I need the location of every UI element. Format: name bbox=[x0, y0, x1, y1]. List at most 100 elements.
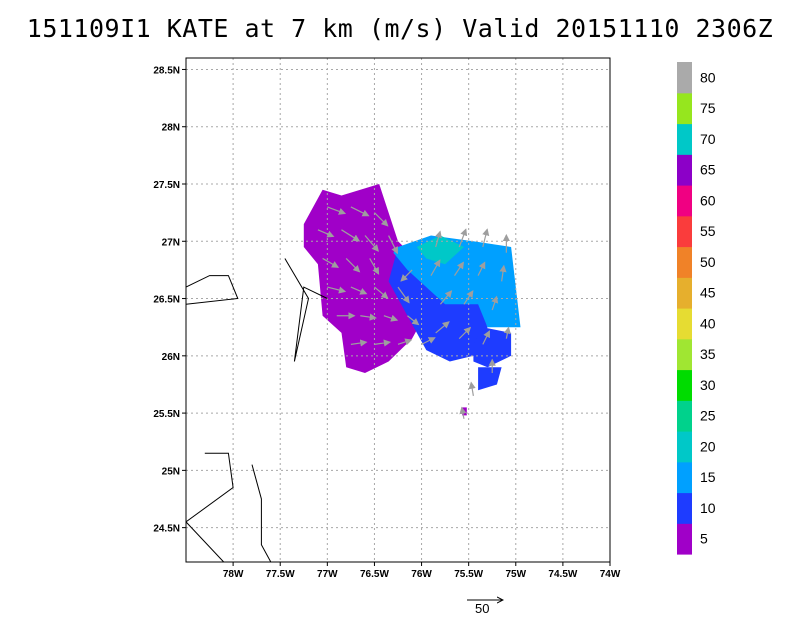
wind-vector bbox=[369, 258, 380, 275]
coastline bbox=[284, 258, 328, 362]
y-tick-label: 24.5N bbox=[153, 524, 180, 535]
y-axis-ticks: 24.5N 25N 25.5N 26N 26.5N 27N 27.5N 28N 28.5N bbox=[153, 65, 186, 535]
grid-lines bbox=[186, 58, 610, 562]
reference-vector-label: 50 bbox=[475, 601, 489, 616]
colorbar-swatch bbox=[677, 123, 692, 155]
wind-vector bbox=[434, 230, 442, 248]
x-tick-label: 77W bbox=[317, 569, 338, 580]
colorbar-label: 35 bbox=[700, 346, 716, 362]
y-tick-label: 27.5N bbox=[153, 180, 180, 191]
colorbar-label: 80 bbox=[700, 69, 716, 85]
x-tick-label: 76.5W bbox=[360, 569, 389, 580]
colorbar-swatch bbox=[677, 246, 692, 278]
x-tick-label: 74.5W bbox=[548, 569, 577, 580]
colorbar-label: 30 bbox=[700, 377, 716, 393]
y-tick-label: 26N bbox=[162, 352, 180, 363]
colorbar-label: 45 bbox=[700, 285, 716, 301]
x-tick-label: 74W bbox=[600, 569, 621, 580]
colorbar-label: 25 bbox=[700, 408, 716, 424]
wind-vector bbox=[317, 229, 335, 238]
colorbar-swatch bbox=[677, 215, 692, 248]
colorbar: 5 10 15 20 25 30 35 40 45 50 55 60 65 70 75 80 bbox=[677, 62, 716, 555]
colorbar-swatch bbox=[677, 308, 692, 340]
coastline bbox=[186, 275, 239, 305]
x-tick-label: 75.5W bbox=[454, 569, 483, 580]
x-tick-label: 77.5W bbox=[266, 569, 295, 580]
wind-region-20-ms bbox=[416, 235, 464, 265]
wind-vector bbox=[459, 406, 467, 419]
wind-vector bbox=[374, 286, 389, 299]
wind-vector bbox=[350, 206, 370, 217]
colorbar-swatch bbox=[677, 185, 692, 217]
plot-frame bbox=[185, 57, 611, 563]
colorbar-label: 10 bbox=[700, 500, 716, 516]
wind-vector bbox=[503, 326, 511, 339]
wind-vector bbox=[499, 264, 507, 282]
wind-vector bbox=[400, 269, 413, 282]
coastline bbox=[186, 452, 234, 562]
wind-vector bbox=[468, 381, 476, 397]
wind-vector bbox=[458, 228, 468, 248]
y-tick-label: 25.5N bbox=[153, 409, 180, 420]
wind-vector bbox=[383, 314, 399, 322]
colorbar-swatch bbox=[677, 277, 692, 309]
colorbar-swatch bbox=[677, 431, 692, 463]
wind-vector bbox=[350, 339, 368, 347]
wind-vector bbox=[482, 330, 490, 345]
colorbar-label: 40 bbox=[700, 315, 716, 331]
x-axis-ticks: 78W 77.5W 77W 76.5W 76W 75.5W 75W 74.5W 74W bbox=[223, 562, 621, 580]
colorbar-swatch bbox=[677, 369, 692, 401]
colorbar-swatch bbox=[677, 461, 692, 494]
colorbar-label: 75 bbox=[700, 100, 716, 116]
colorbar-label: 50 bbox=[700, 254, 716, 270]
colorbar-swatch bbox=[677, 523, 692, 555]
colorbar-label: 20 bbox=[700, 438, 716, 454]
wind-vector bbox=[397, 286, 410, 304]
wind-vector bbox=[463, 290, 474, 305]
wind-vectors bbox=[317, 206, 511, 419]
colorbar-swatch bbox=[677, 492, 692, 524]
coastline bbox=[251, 464, 272, 562]
y-tick-label: 28N bbox=[162, 123, 180, 134]
wind-vector bbox=[327, 286, 347, 294]
x-tick-label: 76W bbox=[411, 569, 432, 580]
wind-vector bbox=[350, 286, 368, 295]
plot-area: 78W 77.5W 77W 76.5W 76W 75.5W 75W 74.5W 74W 24.5… bbox=[153, 57, 621, 580]
colorbar-label: 65 bbox=[700, 162, 716, 178]
coastlines bbox=[186, 258, 328, 562]
wind-vector bbox=[322, 257, 340, 268]
wind-vector bbox=[397, 338, 413, 346]
y-tick-label: 28.5N bbox=[153, 65, 180, 76]
wind-vector bbox=[407, 315, 420, 326]
wind-vector bbox=[374, 212, 389, 227]
wind-region-15-ms bbox=[393, 235, 521, 328]
wind-vector bbox=[341, 229, 361, 242]
colorbar-label: 5 bbox=[700, 531, 708, 547]
wind-vector bbox=[374, 339, 392, 347]
wind-speed-field bbox=[303, 184, 521, 416]
wind-vector bbox=[491, 295, 499, 311]
wind-vector bbox=[327, 206, 347, 215]
reference-vector: 50 bbox=[467, 600, 503, 616]
colorbar-swatch bbox=[677, 62, 692, 94]
wind-region-10-ms bbox=[478, 367, 502, 391]
wind-vector bbox=[360, 313, 377, 321]
wind-vector bbox=[345, 258, 361, 273]
colorbar-label: 15 bbox=[700, 469, 716, 485]
wind-vector bbox=[364, 235, 380, 252]
wind-vector bbox=[477, 261, 486, 276]
wind-vector bbox=[435, 321, 450, 334]
wind-vector bbox=[458, 326, 472, 340]
x-tick-label: 75W bbox=[505, 569, 526, 580]
x-tick-label: 78W bbox=[223, 569, 244, 580]
y-tick-label: 26.5N bbox=[153, 295, 180, 306]
colorbar-swatch bbox=[677, 154, 692, 186]
colorbar-label: 55 bbox=[700, 223, 716, 239]
wind-vector bbox=[388, 235, 398, 255]
colorbar-swatch bbox=[677, 338, 692, 371]
colorbar-swatch bbox=[677, 400, 692, 432]
colorbar-label: 60 bbox=[700, 192, 716, 208]
wind-region-10-ms bbox=[473, 327, 512, 368]
wind-vector bbox=[482, 228, 490, 248]
